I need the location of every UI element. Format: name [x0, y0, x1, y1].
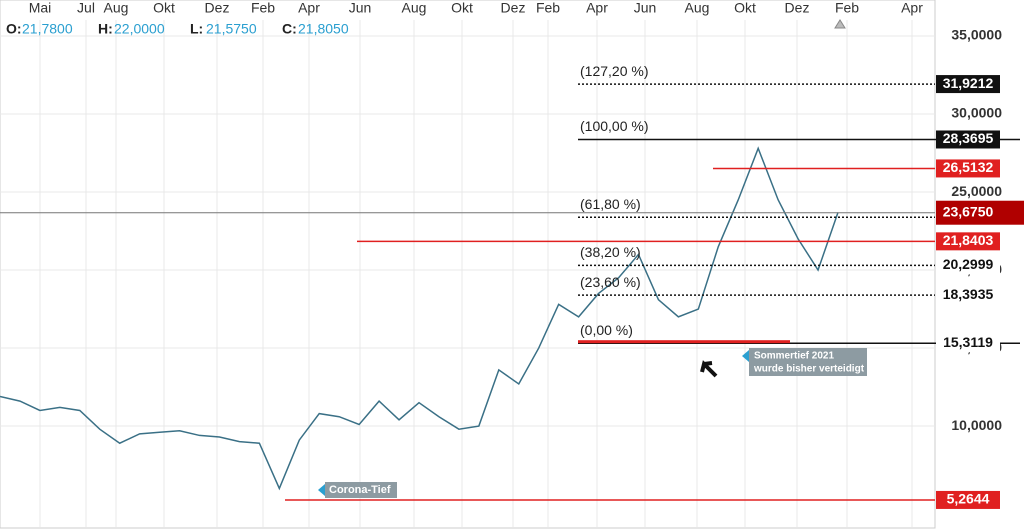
x-tick-label: Feb: [536, 0, 560, 16]
price-label: 26,5132: [943, 159, 994, 175]
scroll-marker: [834, 19, 846, 29]
fib-label: (38,20 %): [580, 244, 641, 260]
x-tick-label: Apr: [586, 0, 608, 16]
callout-text: Sommertief 2021: [754, 351, 834, 362]
fib-label: (0,00 %): [580, 322, 633, 338]
price-label: 21,8403: [943, 232, 994, 248]
price-label: 31,9212: [943, 75, 994, 91]
x-tick-label: Jun: [634, 0, 657, 16]
price-box: [936, 159, 1000, 178]
ohlc-key: L:: [190, 21, 203, 37]
x-tick-label: Apr: [298, 0, 320, 16]
x-tick-label: Jun: [349, 0, 372, 16]
callout-text: wurde bisher verteidigt: [753, 364, 865, 375]
x-tick-label: Okt: [734, 0, 756, 16]
price-label: 18,3935: [943, 286, 994, 302]
price-label: 20,2999: [943, 256, 994, 272]
arrow-icon: [700, 360, 718, 378]
price-box: [936, 286, 1000, 305]
x-tick-label: Feb: [251, 0, 275, 16]
x-tick-label: Okt: [153, 0, 175, 16]
x-tick-label: Feb: [835, 0, 859, 16]
x-tick-label: Mai: [29, 0, 52, 16]
callout-tip: [318, 484, 325, 496]
x-tick-label: Dez: [785, 0, 810, 16]
price-label: 23,6750: [943, 203, 994, 219]
x-tick-label: Aug: [402, 0, 427, 16]
price-box: [936, 232, 1000, 251]
ohlc-value: 22,0000: [114, 21, 165, 37]
price-box: [936, 200, 1024, 225]
callout-tip: [742, 350, 749, 362]
price-box: [936, 75, 1000, 94]
y-tick-label: 10,0000: [951, 417, 1002, 433]
callout-text: Corona-Tief: [329, 484, 391, 496]
fib-label: (23,60 %): [580, 274, 641, 290]
price-label: 5,2644: [947, 491, 990, 507]
price-label: 28,3695: [943, 130, 994, 146]
x-tick-label: Dez: [501, 0, 526, 16]
x-tick-label: Aug: [685, 0, 710, 16]
callout: [325, 482, 397, 498]
ohlc-value: 21,8050: [298, 21, 349, 37]
x-tick-label: Aug: [104, 0, 129, 16]
price-box: [936, 490, 1000, 509]
y-tick-label: 25,0000: [951, 183, 1002, 199]
ohlc-value: 21,5750: [206, 21, 257, 37]
y-tick-label: 35,0000: [951, 27, 1002, 43]
low-marker: [578, 340, 790, 344]
x-tick-label: Jul: [77, 0, 95, 16]
ohlc-value: 21,7800: [22, 21, 73, 37]
price-box: [936, 334, 1000, 353]
price-box: [936, 130, 1000, 149]
ohlc-key: C:: [282, 21, 297, 37]
y-tick-label: 30,0000: [951, 105, 1002, 121]
plot-frame: [0, 0, 936, 529]
price-label: 15,3119: [943, 334, 993, 350]
callout: [749, 348, 867, 376]
ohlc-key: O:: [6, 21, 22, 37]
fib-label: (127,20 %): [580, 63, 648, 79]
x-tick-label: Dez: [205, 0, 230, 16]
price-line: [0, 146, 839, 491]
fib-label: (61,80 %): [580, 196, 641, 212]
x-tick-label: Okt: [451, 0, 473, 16]
fib-label: (100,00 %): [580, 118, 648, 134]
price-box: [936, 256, 1000, 275]
ohlc-key: H:: [98, 21, 113, 37]
x-tick-label: Apr: [901, 0, 923, 16]
